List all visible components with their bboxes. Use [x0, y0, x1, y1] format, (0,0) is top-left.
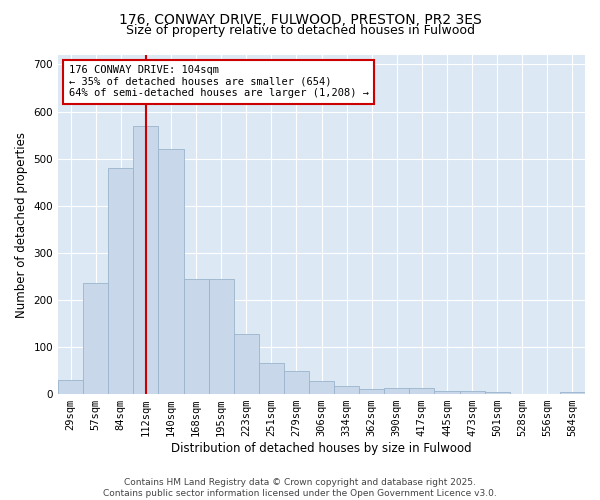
Bar	[384, 388, 409, 394]
Text: 176 CONWAY DRIVE: 104sqm
← 35% of detached houses are smaller (654)
64% of semi-: 176 CONWAY DRIVE: 104sqm ← 35% of detach…	[68, 65, 368, 98]
Bar	[334, 386, 359, 394]
Bar	[309, 381, 334, 394]
X-axis label: Distribution of detached houses by size in Fulwood: Distribution of detached houses by size …	[171, 442, 472, 455]
Y-axis label: Number of detached properties: Number of detached properties	[15, 132, 28, 318]
Bar	[158, 149, 184, 394]
Bar	[58, 380, 83, 394]
Bar	[233, 334, 259, 394]
Bar	[184, 278, 209, 394]
Bar	[409, 388, 434, 394]
Bar	[434, 391, 460, 394]
Bar	[209, 278, 233, 394]
Text: Size of property relative to detached houses in Fulwood: Size of property relative to detached ho…	[125, 24, 475, 37]
Bar	[133, 126, 158, 394]
Bar	[560, 392, 585, 394]
Bar	[460, 391, 485, 394]
Bar	[83, 284, 108, 394]
Text: Contains HM Land Registry data © Crown copyright and database right 2025.
Contai: Contains HM Land Registry data © Crown c…	[103, 478, 497, 498]
Bar	[284, 370, 309, 394]
Bar	[259, 364, 284, 394]
Text: 176, CONWAY DRIVE, FULWOOD, PRESTON, PR2 3ES: 176, CONWAY DRIVE, FULWOOD, PRESTON, PR2…	[119, 12, 481, 26]
Bar	[485, 392, 510, 394]
Bar	[108, 168, 133, 394]
Bar	[359, 390, 384, 394]
